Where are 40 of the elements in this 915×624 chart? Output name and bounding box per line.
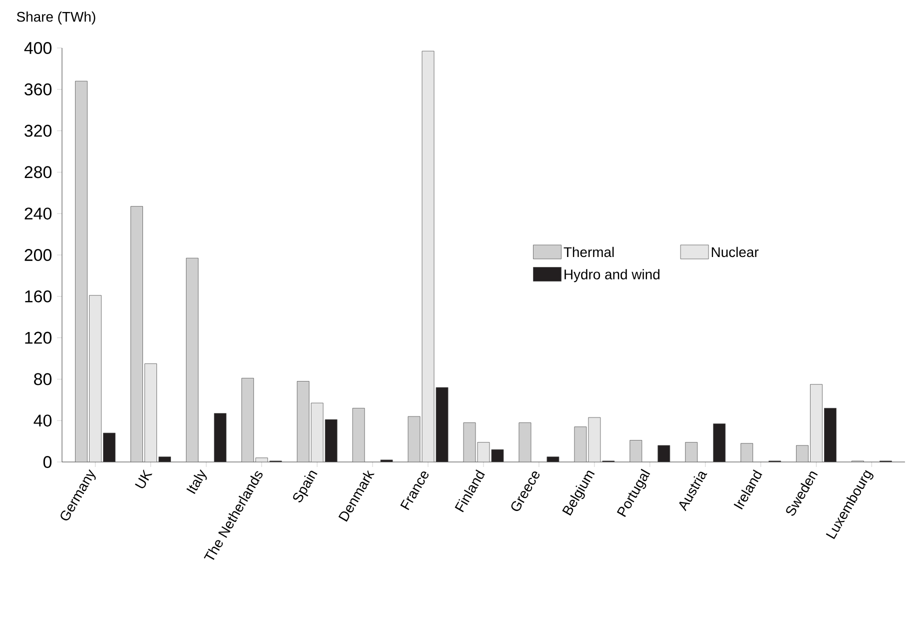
bar (130, 206, 143, 462)
bar (810, 384, 822, 462)
y-tick-label: 160 (25, 290, 52, 302)
y-tick-label: 360 (24, 83, 52, 96)
bar (574, 426, 587, 462)
bar (518, 422, 532, 462)
y-tick-label: 240 (24, 208, 52, 220)
bar (463, 422, 476, 462)
y-tick-label: 400 (24, 42, 52, 54)
bar (740, 443, 754, 462)
bar (658, 445, 670, 462)
bar (422, 50, 434, 462)
bar (186, 258, 198, 462)
y-axis-title: Share (TWh) (16, 12, 96, 25)
bar (296, 381, 310, 462)
bar (713, 423, 726, 462)
bar (352, 408, 365, 462)
y-tick-label: 320 (24, 124, 52, 137)
y-tick-label: 200 (24, 248, 52, 261)
bar (588, 417, 601, 462)
bar (408, 416, 420, 462)
y-tick-label: 40 (34, 414, 52, 427)
bar (630, 440, 642, 462)
x-tick-label: UK (134, 469, 152, 488)
bar (89, 295, 102, 462)
y-tick-label: 80 (34, 373, 52, 386)
bar (796, 445, 808, 462)
bar (546, 456, 560, 462)
bar (310, 402, 324, 462)
bar (75, 80, 88, 462)
bar (241, 378, 254, 462)
y-tick-label: 0 (43, 456, 52, 468)
bar (214, 413, 226, 462)
y-tick-label: 280 (24, 166, 52, 178)
legend-label: Thermal (564, 246, 614, 258)
bar (685, 442, 698, 462)
y-tick-label: 120 (25, 332, 52, 344)
legend-label: Nuclear (712, 246, 759, 258)
bar (144, 363, 157, 462)
legend-label: Hydro and wind (564, 269, 660, 282)
